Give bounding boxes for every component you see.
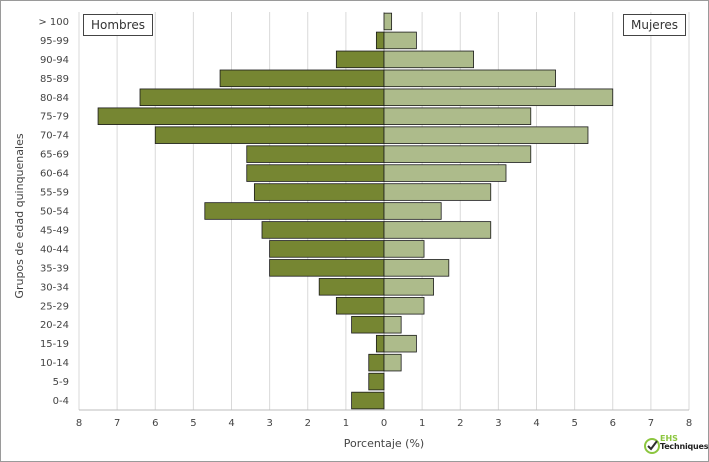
x-tick-label: 8	[686, 418, 692, 429]
x-tick-label: 3	[266, 418, 272, 429]
x-axis-title: Porcentaje (%)	[344, 437, 424, 450]
legend-mujeres: Mujeres	[623, 14, 686, 36]
bar-hombres-59	[368, 372, 385, 391]
y-tick-label: 70-74	[40, 131, 69, 142]
x-tick-label: 1	[419, 418, 425, 429]
y-axis-title: Grupos de edad quinquenales	[13, 133, 26, 298]
x-tick-labels: 8 7 6 5 4 3 2 1 0 1 2 3 4 5 6 7 8	[76, 418, 692, 429]
bar-hombres-3034	[318, 278, 385, 296]
x-tick-label: 7	[114, 418, 120, 429]
x-tick-label: 4	[533, 418, 539, 429]
checkmark-shield-icon	[644, 438, 660, 454]
y-tick-label: 15-19	[40, 339, 69, 350]
bar-mujeres-100	[383, 12, 393, 31]
bar-mujeres-2529	[383, 297, 425, 315]
bar-hombres-9094	[335, 50, 385, 69]
y-tick-label: 35-39	[40, 263, 69, 274]
logo-ehs-text: EHS	[660, 434, 678, 443]
bar-hombres-6569	[246, 145, 385, 163]
y-tick-label: 20-24	[40, 320, 69, 331]
y-tick-label: 45-49	[40, 225, 69, 236]
y-tick-label: 25-29	[40, 301, 69, 312]
bar-mujeres-8084	[383, 88, 614, 107]
x-tick-label: 3	[495, 418, 501, 429]
bar-mujeres-6569	[383, 145, 532, 163]
bar-mujeres-1014	[383, 353, 402, 372]
logo-techniques-text: Techniques	[660, 442, 709, 451]
x-tick-label: 5	[190, 418, 196, 429]
bar-hombres-7074	[154, 126, 385, 144]
bar-mujeres-4044	[383, 240, 425, 258]
y-tick-label: 0-4	[53, 396, 69, 407]
bar-hombres-1519	[375, 334, 385, 353]
x-tick-label: 2	[457, 418, 463, 429]
bar-mujeres-9094	[383, 50, 474, 69]
bar-mujeres-7074	[383, 126, 589, 144]
ehs-techniques-logo: EHS Techniques	[644, 434, 709, 458]
y-tick-label: 85-89	[40, 74, 69, 85]
y-tick-label: 90-94	[40, 55, 69, 66]
bar-hombres-8589	[219, 69, 385, 88]
bar-hombres-5559	[253, 183, 385, 201]
y-tick-label: 60-64	[40, 169, 69, 180]
bar-mujeres-9599	[383, 31, 417, 50]
bar-hombres-2024	[351, 315, 385, 334]
bars	[97, 12, 614, 410]
bar-hombres-2529	[335, 297, 385, 315]
bar-hombres-8084	[139, 88, 385, 107]
y-tick-labels: 0-4 5-9 10-14 15-19 20-24 25-29 30-34 35-39 40-4…	[38, 17, 69, 407]
bar-mujeres-7579	[383, 107, 532, 125]
bar-hombres-9599	[375, 31, 385, 50]
bar-hombres-1014	[368, 353, 385, 372]
y-tick-label: 50-54	[40, 207, 69, 218]
x-tick-label: 6	[610, 418, 616, 429]
bar-hombres-7579	[97, 107, 385, 125]
bar-mujeres-6064	[383, 164, 507, 182]
y-tick-label: > 100	[38, 17, 69, 28]
legend-hombres: Hombres	[83, 14, 153, 36]
bar-hombres-5054	[204, 202, 385, 220]
y-tick-label: 30-34	[40, 282, 69, 293]
bar-hombres-3539	[269, 259, 385, 277]
bar-hombres-04	[351, 391, 385, 410]
bar-mujeres-3034	[383, 278, 434, 296]
x-tick-label: 2	[305, 418, 311, 429]
bar-mujeres-4549	[383, 221, 492, 239]
bar-mujeres-5054	[383, 202, 442, 220]
x-tick-label: 8	[76, 418, 82, 429]
bar-mujeres-1519	[383, 334, 417, 353]
x-tick-label: 6	[152, 418, 158, 429]
x-tick-label: 0	[381, 418, 387, 429]
y-tick-label: 65-69	[40, 150, 69, 161]
bar-mujeres-5559	[383, 183, 492, 201]
y-tick-label: 75-79	[40, 112, 69, 123]
bar-hombres-6064	[246, 164, 385, 182]
bar-mujeres-8589	[383, 69, 556, 88]
bar-mujeres-2024	[383, 315, 402, 334]
bar-hombres-4044	[269, 240, 385, 258]
x-tick-label: 7	[648, 418, 654, 429]
x-tick-label: 1	[343, 418, 349, 429]
y-tick-label: 55-59	[40, 188, 69, 199]
bar-mujeres-3539	[383, 259, 450, 277]
bar-hombres-4549	[261, 221, 385, 239]
y-tick-label: 10-14	[40, 358, 69, 369]
y-tick-label: 80-84	[40, 93, 69, 104]
y-tick-label: 40-44	[40, 244, 69, 255]
x-tick-label: 4	[228, 418, 234, 429]
y-tick-label: 5-9	[53, 377, 69, 388]
y-tick-label: 95-99	[40, 36, 69, 47]
x-tick-label: 5	[571, 418, 577, 429]
